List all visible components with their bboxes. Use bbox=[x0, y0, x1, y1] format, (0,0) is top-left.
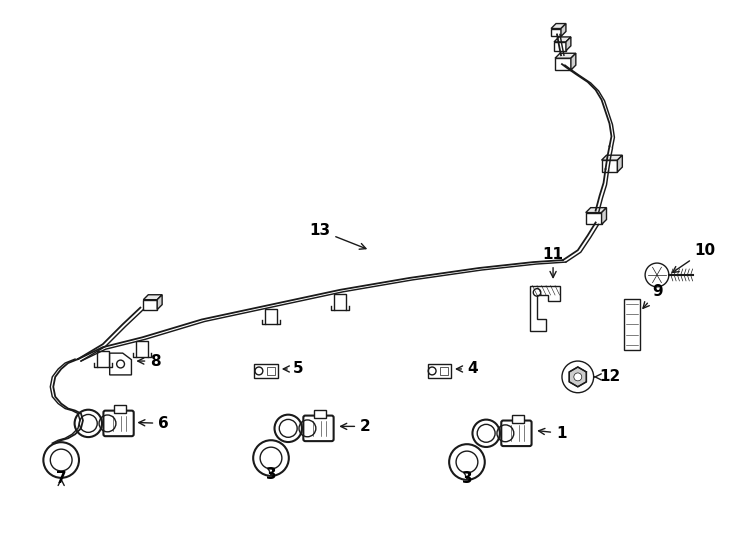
Text: 3: 3 bbox=[462, 471, 472, 486]
Text: 8: 8 bbox=[138, 354, 161, 369]
Text: 6: 6 bbox=[139, 416, 169, 431]
Bar bbox=[551, 29, 561, 36]
Text: 1: 1 bbox=[539, 426, 567, 441]
Polygon shape bbox=[571, 53, 576, 70]
Text: 11: 11 bbox=[542, 247, 564, 278]
Text: 10: 10 bbox=[672, 242, 716, 273]
Text: 4: 4 bbox=[457, 361, 478, 376]
Polygon shape bbox=[551, 24, 566, 29]
Text: 2: 2 bbox=[341, 419, 371, 434]
Polygon shape bbox=[586, 208, 606, 213]
Text: 3: 3 bbox=[266, 467, 276, 482]
Bar bbox=[114, 405, 126, 413]
FancyBboxPatch shape bbox=[103, 410, 134, 436]
Polygon shape bbox=[143, 295, 162, 300]
Polygon shape bbox=[157, 295, 162, 309]
Text: 13: 13 bbox=[309, 223, 366, 249]
Bar bbox=[428, 364, 451, 377]
Bar bbox=[555, 58, 571, 70]
Polygon shape bbox=[570, 367, 586, 387]
Bar bbox=[440, 367, 448, 375]
FancyBboxPatch shape bbox=[501, 421, 531, 446]
Bar bbox=[255, 364, 277, 377]
Bar bbox=[314, 410, 326, 417]
Polygon shape bbox=[109, 353, 131, 375]
Bar bbox=[586, 213, 602, 225]
Bar bbox=[97, 351, 109, 367]
Bar bbox=[625, 299, 640, 350]
Bar bbox=[512, 415, 523, 422]
Bar bbox=[265, 308, 277, 325]
Bar bbox=[137, 341, 148, 357]
Polygon shape bbox=[566, 37, 571, 51]
Polygon shape bbox=[617, 155, 622, 172]
Text: 9: 9 bbox=[643, 284, 663, 308]
Text: 5: 5 bbox=[283, 361, 303, 376]
Polygon shape bbox=[529, 286, 559, 331]
Bar bbox=[267, 367, 275, 375]
Polygon shape bbox=[602, 208, 606, 225]
Polygon shape bbox=[555, 53, 576, 58]
Polygon shape bbox=[561, 24, 566, 36]
Polygon shape bbox=[602, 155, 622, 160]
Bar bbox=[554, 42, 566, 51]
Text: 12: 12 bbox=[594, 369, 621, 384]
Bar bbox=[335, 294, 346, 309]
Circle shape bbox=[574, 373, 582, 381]
Bar bbox=[143, 300, 157, 309]
Polygon shape bbox=[554, 37, 571, 42]
Bar bbox=[602, 160, 617, 172]
Text: 7: 7 bbox=[56, 471, 67, 486]
FancyBboxPatch shape bbox=[303, 416, 334, 441]
